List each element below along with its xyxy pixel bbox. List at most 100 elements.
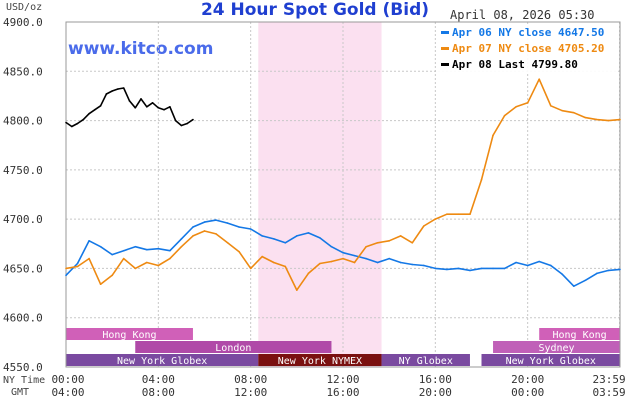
session-bar xyxy=(381,354,470,366)
x-tick-label-ny: 16:00 xyxy=(419,373,452,386)
data-point xyxy=(503,267,506,270)
y-tick-label: 4850.0 xyxy=(3,65,43,78)
data-point xyxy=(573,285,575,287)
data-point xyxy=(111,274,113,277)
session-label: New York Globex xyxy=(506,356,596,367)
data-point xyxy=(226,222,229,224)
data-point xyxy=(584,279,587,282)
site-link[interactable]: www.kitco.com xyxy=(68,39,214,59)
data-point xyxy=(422,264,425,267)
data-point xyxy=(151,102,154,104)
session-bar xyxy=(493,341,620,353)
y-tick-label: 4550.0 xyxy=(3,361,43,374)
data-point xyxy=(526,102,529,104)
y-tick-label: 4700.0 xyxy=(3,213,43,226)
data-point xyxy=(76,122,79,125)
data-point xyxy=(88,240,90,242)
session-label: London xyxy=(215,343,251,354)
data-point xyxy=(515,261,517,264)
data-point xyxy=(174,119,177,122)
y-tick-label: 4900.0 xyxy=(3,16,43,29)
data-point xyxy=(457,213,460,216)
legend-swatch xyxy=(441,31,449,34)
data-point xyxy=(515,105,517,108)
data-point xyxy=(249,228,252,230)
data-point xyxy=(169,105,171,108)
data-point xyxy=(376,261,379,264)
x-tick-label-ny: 23:59 xyxy=(592,373,625,386)
data-point xyxy=(480,267,483,270)
data-point xyxy=(446,213,448,216)
legend-swatch xyxy=(441,63,449,66)
data-point xyxy=(238,226,240,228)
data-point xyxy=(446,268,448,271)
data-point xyxy=(422,225,425,227)
data-point xyxy=(619,118,621,121)
session-bar xyxy=(258,354,382,366)
x-tick-label-gmt: 00:00 xyxy=(511,386,544,399)
data-point xyxy=(272,238,275,240)
data-point xyxy=(342,257,344,260)
data-point xyxy=(122,249,125,252)
data-point xyxy=(215,233,217,235)
y-tick-label: 4800.0 xyxy=(3,115,43,128)
y-unit-label: USD/oz xyxy=(6,2,43,13)
x-tick-label-ny: 04:00 xyxy=(142,373,175,386)
data-point xyxy=(157,106,160,109)
session-label: Hong Kong xyxy=(102,330,156,341)
data-point xyxy=(469,269,471,272)
data-point xyxy=(353,254,356,257)
data-point xyxy=(388,257,390,260)
data-point xyxy=(157,264,160,267)
data-point xyxy=(538,260,541,263)
data-point xyxy=(561,109,564,112)
x-tick-label-ny: 00:00 xyxy=(51,373,84,386)
data-point xyxy=(434,267,437,270)
data-point xyxy=(94,108,96,111)
x-tick-label-gmt: 04:00 xyxy=(51,386,84,399)
legend-entry: Apr 07 NY close 4705.20 xyxy=(452,42,604,55)
legend-box xyxy=(436,24,618,72)
data-point xyxy=(76,265,79,268)
data-point xyxy=(163,108,165,111)
data-point xyxy=(584,116,587,119)
plot-frame xyxy=(65,21,621,368)
legend-swatch xyxy=(441,47,449,50)
data-point xyxy=(105,93,108,95)
data-point xyxy=(128,100,131,102)
data-point xyxy=(88,112,90,115)
data-point xyxy=(157,247,160,250)
x-tick-label-ny: 08:00 xyxy=(234,373,267,386)
data-point xyxy=(399,235,402,237)
data-point xyxy=(261,255,264,258)
x-tick-label-gmt: 08:00 xyxy=(142,386,175,399)
ny-time-label: NY Time xyxy=(3,375,46,386)
data-point xyxy=(319,237,321,239)
data-point xyxy=(353,261,356,264)
series-line-3 xyxy=(65,87,194,128)
data-point xyxy=(296,289,298,291)
data-point xyxy=(376,242,379,244)
x-tick-label-gmt: 20:00 xyxy=(419,386,452,399)
data-point xyxy=(434,218,437,220)
data-point xyxy=(134,106,137,109)
data-point xyxy=(261,235,264,237)
y-tick-label: 4650.0 xyxy=(3,262,43,275)
data-point xyxy=(492,134,494,137)
data-point xyxy=(549,104,552,107)
y-tick-label: 4750.0 xyxy=(3,164,43,177)
data-point xyxy=(180,245,183,248)
data-point xyxy=(330,245,333,248)
data-point xyxy=(226,242,229,244)
y-tick-label: 4600.0 xyxy=(3,312,43,325)
data-point xyxy=(82,118,85,121)
data-point xyxy=(203,221,206,223)
data-point xyxy=(596,118,598,121)
data-point xyxy=(122,87,125,89)
x-tick-label-ny: 20:00 xyxy=(511,373,544,386)
x-tick-label-ny: 12:00 xyxy=(326,373,359,386)
data-point xyxy=(192,226,194,228)
session-label: Hong Kong xyxy=(553,330,607,341)
data-point xyxy=(99,104,102,107)
